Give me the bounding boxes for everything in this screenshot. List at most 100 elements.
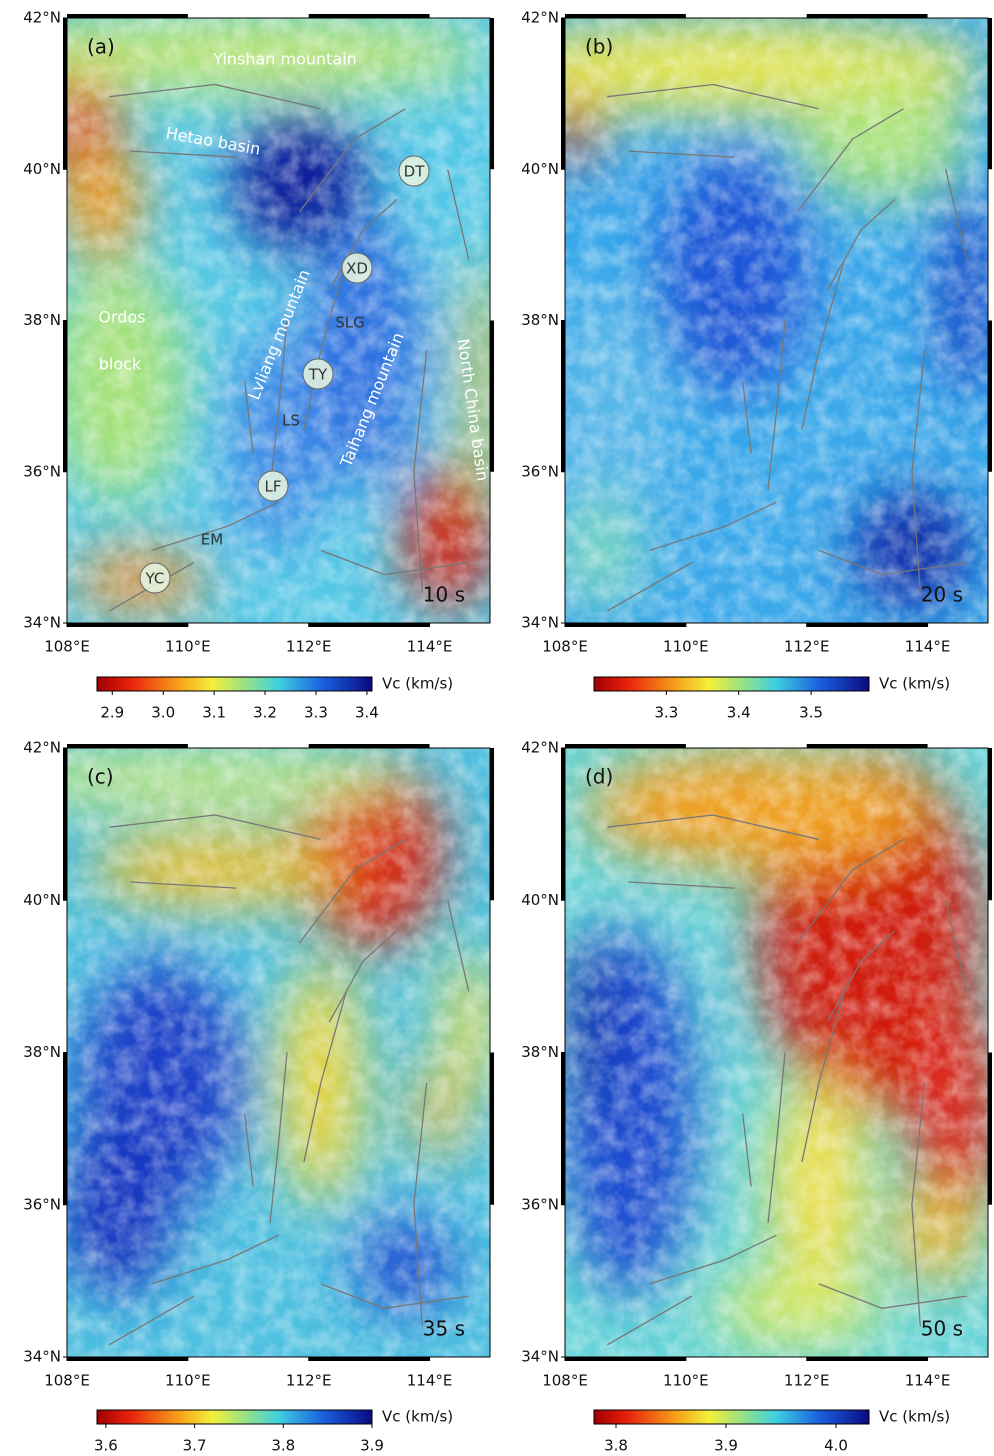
lat-tick-label: 42°N [521, 739, 559, 757]
panel-label: (a) [87, 35, 115, 59]
fault [109, 83, 321, 110]
lat-tick-label: 36°N [23, 1195, 61, 1213]
colorbar-tick-label: 3.4 [355, 704, 379, 722]
relief [565, 18, 988, 623]
fault [606, 1295, 693, 1346]
lon-tick-label: 108°E [44, 1372, 90, 1390]
fault [607, 83, 819, 110]
fault [447, 900, 470, 992]
fault [945, 900, 968, 992]
colorbar-title: Vc (km/s) [382, 675, 453, 693]
fault [244, 1113, 254, 1187]
fault [109, 814, 321, 841]
lat-tick-label: 36°N [23, 462, 61, 480]
fault [945, 169, 968, 261]
map-annotation: SLG [335, 314, 365, 332]
frame-bar [308, 14, 430, 18]
frame-bar [988, 18, 992, 170]
lat-tick-label: 34°N [23, 614, 61, 632]
map-annotation: EM [201, 531, 223, 549]
frame-bar [806, 744, 928, 748]
frame-bar [806, 14, 928, 18]
lat-tick-label: 38°N [521, 311, 559, 329]
velocity-map [67, 18, 490, 623]
period-label: 35 s [423, 1317, 465, 1341]
fault [447, 169, 470, 261]
frame-bar [67, 1357, 188, 1361]
frame-bar [561, 320, 565, 472]
colorbar-tick-label: 3.7 [183, 1437, 207, 1455]
fault [328, 199, 398, 291]
lat-tick-label: 38°N [23, 311, 61, 329]
colorbar-tick-label: 3.5 [799, 704, 823, 722]
velocity-map [565, 18, 988, 623]
relief [67, 18, 490, 623]
site-marker [302, 358, 334, 390]
fault [108, 1295, 195, 1346]
frame-bar [63, 748, 67, 901]
frame-bar [565, 623, 686, 627]
frame-bar [63, 18, 67, 170]
frame-bar [988, 748, 992, 901]
lat-tick-label: 40°N [521, 891, 559, 909]
lon-tick-label: 108°E [44, 638, 90, 656]
colorbar-tick-label: 3.1 [202, 704, 226, 722]
map-annotation: Yinshan mountain [212, 50, 357, 69]
frame-bar [67, 744, 188, 748]
colorbar-tick-label: 2.9 [100, 704, 124, 722]
colorbar-title: Vc (km/s) [382, 1408, 453, 1426]
site-label: XD [346, 260, 368, 278]
frame-bar [561, 748, 565, 901]
lon-tick-label: 110°E [165, 638, 211, 656]
lon-tick-label: 112°E [784, 638, 830, 656]
colorbar [96, 676, 373, 692]
lon-tick-label: 110°E [663, 1372, 709, 1390]
lat-tick-label: 42°N [23, 9, 61, 27]
map-panel: 34°N 36°N 38°N 40°N 42°N 108°E 110°E 112°E 114°E… [23, 739, 494, 1455]
relief [67, 748, 490, 1357]
frame-bar [67, 623, 188, 627]
fault [911, 1082, 926, 1327]
lat-tick-label: 34°N [23, 1348, 61, 1366]
site-marker [341, 252, 373, 284]
site-label: DT [404, 163, 426, 181]
map-annotation: block [99, 355, 142, 374]
fault [303, 991, 347, 1163]
frame-bar [490, 1052, 494, 1205]
colorbar-tick-label: 3.8 [271, 1437, 295, 1455]
map-panel: 34°N 36°N 38°N 40°N 42°N 108°E 110°E 112°E 114°E… [521, 739, 992, 1455]
fault [826, 199, 896, 291]
fault [320, 1283, 469, 1309]
site-marker [398, 155, 430, 187]
fault [269, 1052, 288, 1224]
fault [269, 320, 288, 490]
fault [797, 838, 904, 944]
lat-tick-label: 34°N [521, 1348, 559, 1366]
frame-bar [308, 744, 430, 748]
colorbar-tick-label: 3.4 [727, 704, 751, 722]
fault [649, 1234, 777, 1285]
lon-tick-label: 110°E [663, 638, 709, 656]
lon-tick-label: 108°E [542, 1372, 588, 1390]
fault [151, 501, 279, 552]
frame-bar [490, 18, 494, 170]
lat-tick-label: 40°N [521, 160, 559, 178]
lon-tick-label: 112°E [286, 1372, 332, 1390]
colorbar-title: Vc (km/s) [879, 675, 950, 693]
fault [413, 1082, 428, 1327]
lon-tick-label: 114°E [905, 1372, 951, 1390]
lat-tick-label: 36°N [521, 462, 559, 480]
relief [565, 748, 988, 1357]
frame-bar [67, 14, 188, 18]
fault [767, 320, 786, 490]
fault [130, 150, 237, 158]
lat-tick-label: 34°N [521, 614, 559, 632]
fault [299, 108, 406, 212]
colorbar [593, 676, 870, 692]
lon-tick-label: 114°E [407, 638, 453, 656]
panel-label: (d) [585, 765, 613, 789]
lat-tick-label: 38°N [521, 1043, 559, 1061]
frame-bar [806, 1357, 928, 1361]
fault [130, 881, 237, 889]
frame-bar [63, 1052, 67, 1205]
